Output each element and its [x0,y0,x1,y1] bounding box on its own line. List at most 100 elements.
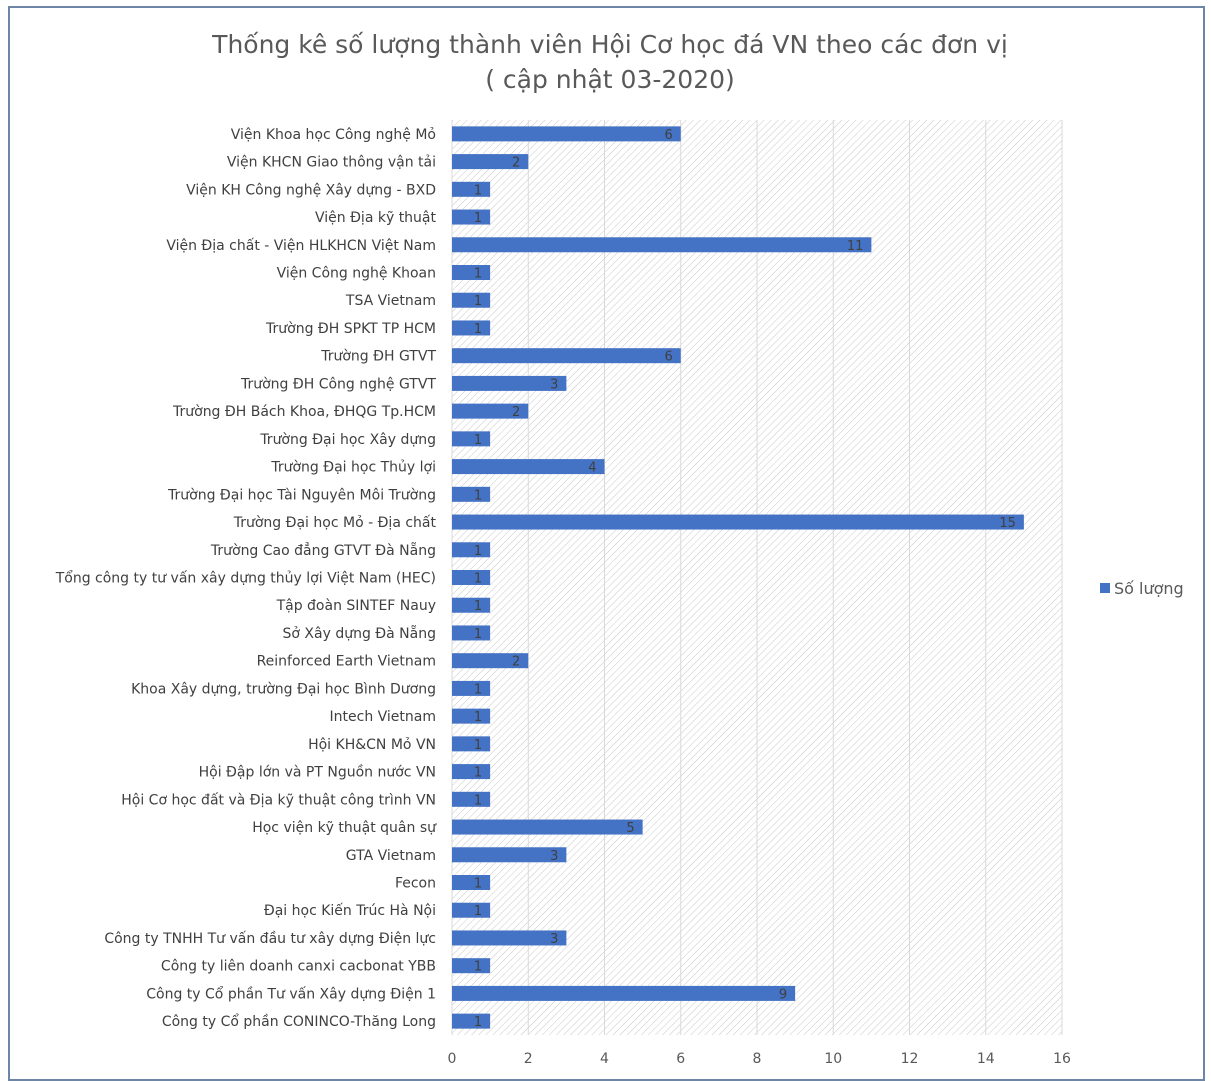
data-label: 3 [550,849,558,864]
bar [452,764,491,780]
bar [452,958,491,974]
x-tick-label: 0 [448,1051,457,1067]
category-label: Công ty liên doanh canxi cacbonat YBB [161,959,436,975]
bar [452,542,491,558]
category-label: Trường Đại học Xây dựng [259,432,436,448]
bar [452,348,681,364]
category-label: Trường ĐH SPKT TP HCM [265,321,436,337]
data-label: 1 [474,1015,482,1030]
bar [452,625,491,641]
bar [452,209,491,225]
bar [452,597,491,613]
data-label: 3 [550,932,558,947]
data-label: 6 [664,128,672,143]
category-label: Công ty Cổ phần CONINCO-Thăng Long [162,1013,436,1030]
chart-title: Thống kê số lượng thành viên Hội Cơ học … [211,30,1008,59]
bar [452,680,491,696]
bar [452,126,681,142]
category-label: TSA Vietnam [345,293,436,309]
category-label: Viện KH Công nghệ Xây dựng - BXD [186,182,436,198]
category-label: Trường Đại học Tài Nguyên Môi Trường [167,487,436,503]
bar [452,985,796,1001]
data-label: 6 [664,350,672,365]
category-label: Sở Xây dựng Đà Nẵng [283,625,436,642]
x-tick-label: 6 [676,1051,685,1067]
bar [452,181,491,197]
category-label: Trường ĐH GTVT [320,349,436,365]
bar [452,736,491,752]
bar [452,902,491,918]
data-label: 1 [474,710,482,725]
x-tick-label: 10 [824,1051,842,1067]
bar [452,875,491,890]
legend: Số lượng [1100,579,1184,598]
x-tick-label: 4 [600,1051,609,1067]
bar [452,431,491,447]
data-label: 1 [474,599,482,614]
category-label: Hội Cơ học đất và Địa kỹ thuật công trìn… [121,792,436,808]
category-labels: Viện Khoa học Công nghệ Mỏ Viện KHCN Giao… [55,127,437,1030]
bar [452,514,1024,530]
category-label: GTA Vietnam [346,848,436,864]
category-label: Trường ĐH Công nghệ GTVT [240,376,436,392]
bar [452,570,491,585]
x-tick-label: 16 [1053,1051,1071,1067]
data-label: 1 [474,682,482,697]
bar [452,930,567,946]
bar [452,708,491,724]
data-label: 3 [550,377,558,392]
legend-label: Số lượng [1114,579,1184,598]
category-label: Viện Địa chất - Viện HLKHCN Việt Nam [166,238,436,254]
x-tick-label: 2 [524,1051,533,1067]
bar [452,292,491,308]
category-label: Viện Địa kỹ thuật [315,210,437,226]
data-label: 4 [588,461,596,476]
data-label: 1 [474,627,482,642]
data-label: 11 [847,239,864,254]
data-label: 1 [474,738,482,753]
data-label: 1 [474,183,482,198]
bar [452,819,643,835]
bar [452,375,567,391]
category-label: Viện Công nghệ Khoan [277,266,436,282]
category-label: Tổng công ty tư vấn xây dựng thủy lợi Vi… [55,570,436,587]
category-label: Trường Đại học Mỏ - Địa chất [233,515,437,531]
category-label: Trường Cao đẳng GTVT Đà Nẵng [210,542,436,559]
bar [452,486,491,502]
bar [452,459,605,475]
data-label: 1 [474,572,482,587]
chart-subtitle: ( cập nhật 03-2020) [485,65,735,94]
category-label: Tập đoàn SINTEF Nauy [276,598,436,614]
data-label: 1 [474,904,482,919]
category-label: Fecon [395,876,436,892]
category-label: Trường ĐH Bách Khoa, ĐHQG Tp.HCM [172,404,436,420]
category-label: Viện Khoa học Công nghệ Mỏ [231,127,436,143]
gridlines [451,120,1063,1035]
x-tick-label: 12 [901,1051,919,1067]
data-label: 9 [779,987,787,1002]
data-label: 1 [474,766,482,781]
data-label: 1 [474,488,482,503]
x-tick-label: 14 [977,1051,995,1067]
data-label: 1 [474,433,482,448]
data-label: 15 [999,516,1016,531]
category-label: Hội KH&CN Mỏ VN [308,737,436,753]
bar [452,237,872,253]
data-label: 5 [626,821,634,836]
category-label: Công ty TNHH Tư vấn đầu tư xây dựng Điện… [104,931,436,947]
data-label: 1 [474,960,482,975]
category-label: Viện KHCN Giao thông vận tải [227,155,436,171]
category-label: Học viện kỹ thuật quân sự [252,820,437,836]
data-label: 1 [474,211,482,226]
data-label: 1 [474,877,482,892]
data-label: 1 [474,267,482,282]
category-label: Intech Vietnam [330,709,436,725]
bar [452,791,491,807]
bar [452,847,567,863]
data-label: 1 [474,322,482,337]
data-label: 2 [512,405,520,420]
bar [452,154,529,170]
x-tick-label: 8 [753,1051,762,1067]
